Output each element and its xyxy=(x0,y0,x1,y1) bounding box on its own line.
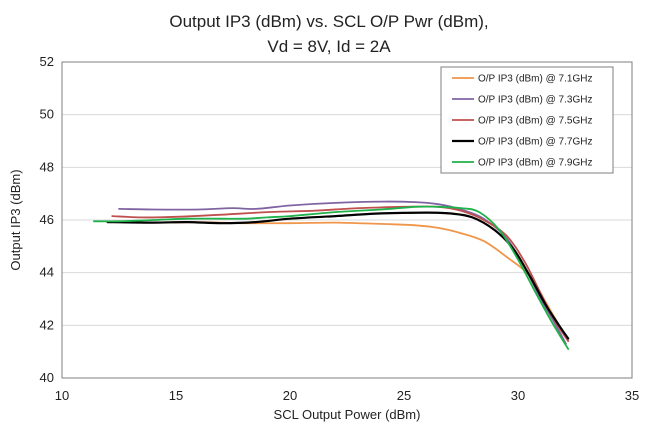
y-tick-label: 46 xyxy=(40,212,54,227)
series-line-3 xyxy=(106,211,570,340)
legend-label-0: O/P IP3 (dBm) @ 7.1GHz xyxy=(478,74,592,85)
y-tick-label: 40 xyxy=(40,370,54,385)
x-tick-label: 25 xyxy=(397,388,411,403)
y-tick-label: 52 xyxy=(40,54,54,69)
plot-area xyxy=(61,61,633,379)
legend-label-4: O/P IP3 (dBm) @ 7.9GHz xyxy=(478,158,592,169)
legend-label-1: O/P IP3 (dBm) @ 7.3GHz xyxy=(478,95,592,106)
y-tick-label: 48 xyxy=(40,159,54,174)
series-line-2 xyxy=(111,205,570,342)
x-tick-labels: 10 15 20 25 30 35 xyxy=(55,388,639,403)
x-tick-label: 10 xyxy=(55,388,69,403)
chart-title-line-2: Vd = 8V, Id = 2A xyxy=(267,37,391,56)
x-tick-label: 20 xyxy=(283,388,297,403)
legend-label-2: O/P IP3 (dBm) @ 7.5GHz xyxy=(478,116,592,127)
series-lines xyxy=(93,200,570,350)
legend: O/P IP3 (dBm) @ 7.1GHz O/P IP3 (dBm) @ 7.… xyxy=(440,66,614,174)
y-tick-label: 42 xyxy=(40,317,54,332)
y-tick-label: 44 xyxy=(40,265,54,280)
x-tick-label: 30 xyxy=(511,388,525,403)
series-line-4 xyxy=(93,205,570,350)
chart-title-line-1: Output IP3 (dBm) vs. SCL O/P Pwr (dBm), xyxy=(169,12,488,31)
y-axis-label: Output IP3 (dBm) xyxy=(8,169,23,270)
x-tick-label: 15 xyxy=(169,388,183,403)
series-line-0 xyxy=(113,220,570,342)
y-tick-labels: 40 42 44 46 48 50 52 xyxy=(40,54,54,385)
y-tick-label: 50 xyxy=(40,107,54,122)
legend-label-3: O/P IP3 (dBm) @ 7.7GHz xyxy=(478,137,592,148)
x-tick-label: 35 xyxy=(625,388,639,403)
x-axis-label: SCL Output Power (dBm) xyxy=(274,407,421,422)
